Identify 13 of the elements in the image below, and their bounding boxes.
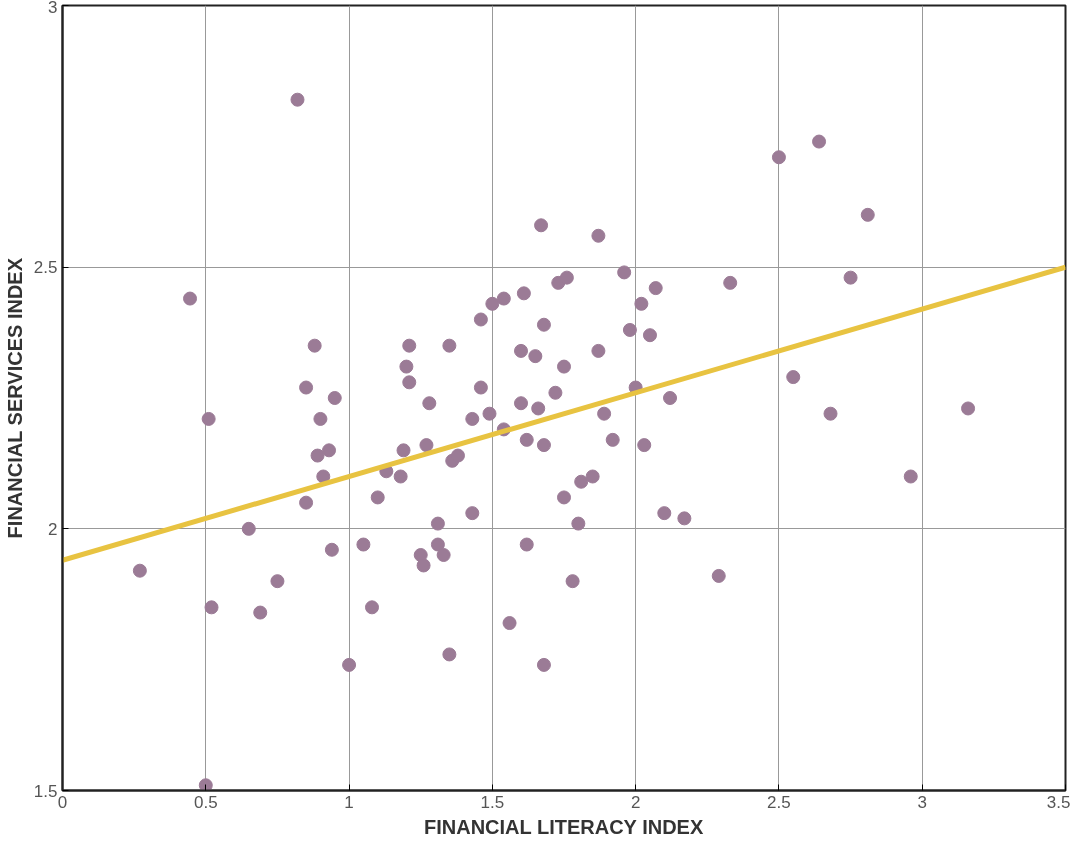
x-tick-label: 3 [917, 792, 927, 812]
x-tick-label: 1 [344, 792, 354, 812]
y-tick-label: 3 [48, 0, 58, 17]
x-tick-label: 0.5 [193, 792, 218, 812]
x-tick-label: 1.5 [480, 792, 505, 812]
x-tick-label: 0 [57, 792, 68, 812]
x-tick-label: 2.5 [767, 792, 791, 812]
y-tick-label: 2 [48, 519, 58, 539]
x-tick-label: 2 [630, 792, 641, 812]
y-tick-label: 2.5 [33, 258, 58, 278]
y-axis-title: FINANCIAL SERVICES INDEX [3, 257, 26, 539]
x-axis-title: FINANCIAL LITERACY INDEX [424, 815, 704, 838]
x-tick-label: 3.5 [1046, 792, 1071, 812]
